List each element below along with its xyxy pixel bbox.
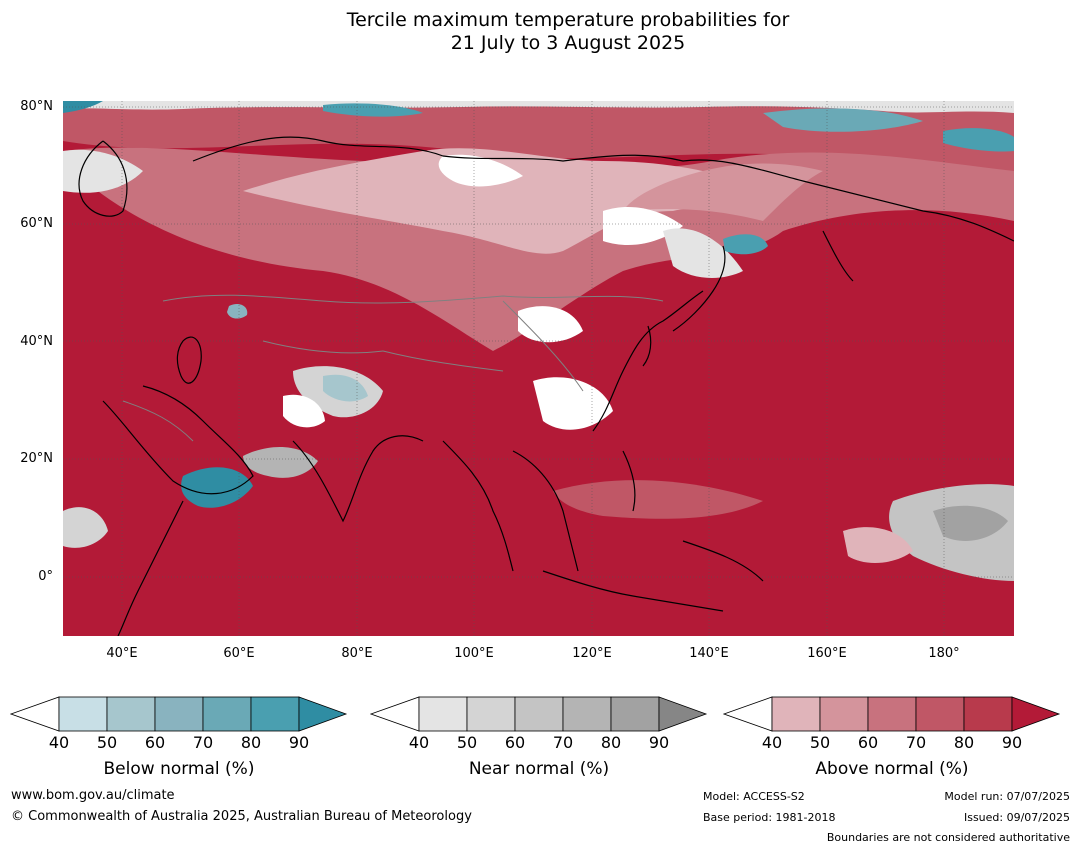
shade-below-india — [323, 374, 368, 402]
colorbar-above-tick-40: 40 — [761, 733, 783, 752]
colorbar-above-bin-5 — [963, 696, 1013, 732]
probability-map — [63, 101, 1014, 636]
colorbar-above-tick-90: 90 — [1001, 733, 1023, 752]
colorbar-below-tick-80: 80 — [240, 733, 262, 752]
colorbar-above-normal — [723, 696, 1061, 732]
colorbar-above-tick-60: 60 — [857, 733, 879, 752]
shade-near-pacific-core — [933, 505, 1008, 541]
shade-near-scandinavia — [63, 149, 143, 193]
colorbar-below-tick-60: 60 — [144, 733, 166, 752]
title-line-1: Tercile maximum temperature probabilitie… — [346, 9, 790, 31]
lon-label-160e: 160°E — [807, 646, 847, 661]
lat-label-60n: 60°N — [20, 216, 53, 231]
shade-above-40-siberia — [243, 148, 763, 254]
colorbar-below-bin-2 — [106, 696, 156, 732]
colorbar-near-max-arrow — [658, 696, 708, 732]
colorbar-near-bin-3 — [514, 696, 564, 732]
colorbar-above-title: Above normal (%) — [815, 759, 969, 779]
lon-label-60e: 60°E — [223, 646, 255, 661]
colorbar-near-tick-60: 60 — [504, 733, 526, 752]
colorbar-above-tick-50: 50 — [809, 733, 831, 752]
colorbar-below-tick-50: 50 — [96, 733, 118, 752]
issued-date: Issued: 09/07/2025 — [963, 811, 1070, 824]
colorbar-below-normal — [10, 696, 348, 732]
coastlines — [78, 136, 1014, 636]
national-borders — [122, 294, 664, 442]
shade-near-manchuria — [663, 228, 743, 278]
colorbar-near-tick-70: 70 — [552, 733, 574, 752]
colorbar-below-tick-70: 70 — [192, 733, 214, 752]
colorbar-below-bin-5 — [250, 696, 300, 732]
lon-label-80e: 80°E — [341, 646, 373, 661]
shade-below-arctic-nw — [63, 101, 103, 113]
colorbar-near-tick-90: 90 — [648, 733, 670, 752]
colorbar-above-bin-3 — [867, 696, 917, 732]
website-link[interactable]: www.bom.gov.au/climate — [11, 788, 175, 803]
lon-label-100e: 100°E — [454, 646, 494, 661]
colorbar-below-min-arrow — [10, 696, 60, 732]
colorbar-below-tick-40: 40 — [48, 733, 70, 752]
lon-label-180: 180° — [928, 646, 960, 661]
graticule — [63, 101, 1014, 636]
lat-label-40n: 40°N — [20, 334, 53, 349]
map-canvas — [63, 101, 1014, 636]
shade-above-40-pacific — [843, 527, 913, 563]
colorbar-near-title: Near normal (%) — [468, 759, 610, 779]
lon-label-140e: 140°E — [689, 646, 729, 661]
shade-white-mongolia — [603, 206, 683, 246]
colorbar-below-title: Below normal (%) — [103, 759, 255, 779]
colorbar-above-min-arrow — [723, 696, 773, 732]
map-title: Tercile maximum temperature probabilitie… — [0, 9, 1081, 55]
colorbar-below-bin-4 — [202, 696, 252, 732]
colorbar-near-bin-1 — [418, 696, 468, 732]
shade-below-arctic-east — [763, 108, 923, 132]
colorbar-near-bin-4 — [562, 696, 612, 732]
shade-white-south-china — [533, 377, 613, 430]
shade-below-balkhash — [227, 304, 248, 319]
colorbar-above-max-arrow — [1011, 696, 1061, 732]
title-line-2: 21 July to 3 August 2025 — [450, 32, 686, 54]
colorbar-above-tick-70: 70 — [905, 733, 927, 752]
shade-above-50-east — [623, 163, 823, 221]
lat-label-20n: 20°N — [20, 451, 53, 466]
shade-below-amur — [723, 234, 768, 255]
model-name: Model: ACCESS-S2 — [703, 790, 805, 803]
shade-white-siberia — [438, 154, 523, 187]
boundaries-disclaimer: Boundaries are not considered authoritat… — [826, 831, 1070, 844]
lon-label-40e: 40°E — [106, 646, 138, 661]
shade-near-arctic — [63, 101, 1014, 113]
colorbar-near-normal — [370, 696, 708, 732]
colorbar-below-bin-3 — [154, 696, 204, 732]
copyright-text: © Commonwealth of Australia 2025, Austra… — [11, 809, 472, 824]
colorbar-near-min-arrow — [370, 696, 420, 732]
model-run-date: Model run: 07/07/2025 — [944, 790, 1070, 803]
shade-below-gulf-of-aden — [181, 467, 253, 508]
lon-label-120e: 120°E — [572, 646, 612, 661]
base-period: Base period: 1981-2018 — [703, 811, 836, 824]
shade-below-arctic-far-east — [943, 128, 1014, 152]
colorbar-near-bin-5 — [610, 696, 660, 732]
colorbar-near-tick-50: 50 — [456, 733, 478, 752]
colorbar-above-tick-80: 80 — [953, 733, 975, 752]
colorbar-above-bin-4 — [915, 696, 965, 732]
shade-above-70-seas — [553, 480, 763, 519]
colorbar-near-bin-2 — [466, 696, 516, 732]
colorbar-above-bin-1 — [771, 696, 821, 732]
colorbar-above-bin-2 — [819, 696, 869, 732]
colorbar-below-max-arrow — [298, 696, 348, 732]
shade-below-arctic-west — [323, 103, 423, 117]
shade-near-east-africa — [63, 507, 108, 548]
colorbar-below-tick-90: 90 — [288, 733, 310, 752]
lat-label-0: 0° — [38, 569, 53, 584]
shade-white-deccan — [283, 394, 325, 428]
lat-label-80n: 80°N — [20, 99, 53, 114]
shade-near-arabian-sea — [243, 446, 318, 478]
colorbar-near-tick-80: 80 — [600, 733, 622, 752]
colorbar-near-tick-40: 40 — [408, 733, 430, 752]
colorbar-below-bin-1 — [58, 696, 108, 732]
